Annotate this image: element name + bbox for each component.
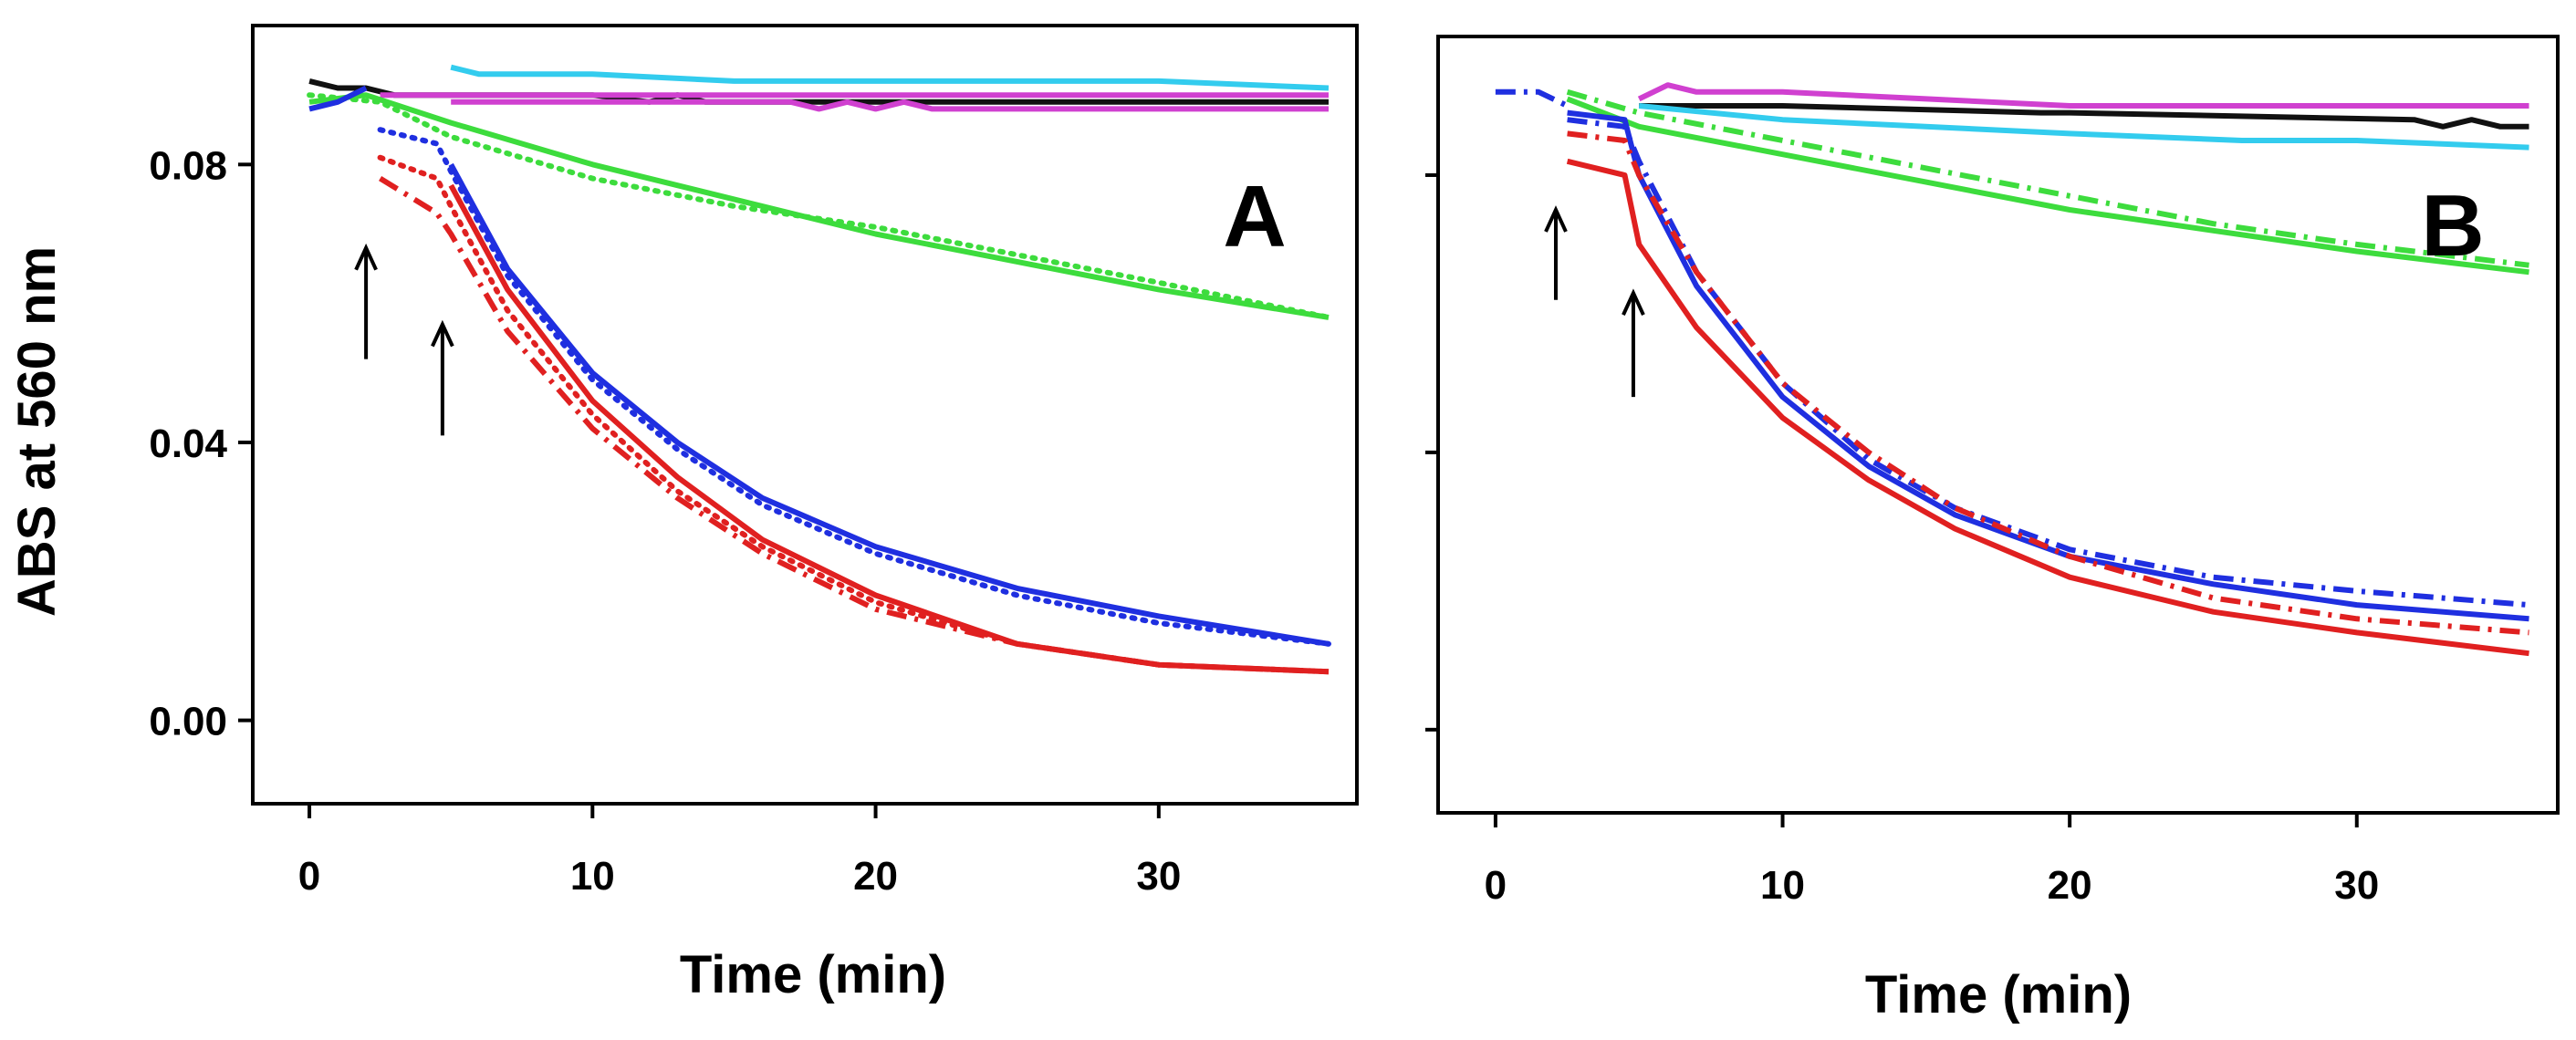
panel-a-x-tick-label: 30 bbox=[1136, 854, 1181, 899]
panel-a-x-tick-label: 20 bbox=[853, 854, 898, 899]
panel-a-letter: A bbox=[1223, 168, 1286, 265]
panel-a-series-green-dotted bbox=[307, 92, 1331, 320]
panel-a-series-cyan-solid bbox=[450, 64, 1330, 91]
panel-a-x-tick-label: 10 bbox=[570, 854, 615, 899]
panel-a-arrows bbox=[354, 243, 454, 436]
panel-a-series-red-solid bbox=[448, 183, 1330, 675]
panel-a-x-tick-label: 0 bbox=[298, 854, 320, 899]
panel-b-x-axis-title: Time (min) bbox=[1865, 965, 2132, 1024]
panel-b-arrows bbox=[1544, 205, 1645, 398]
panel-a: 0 10 20 30 0.08 0.04 0.00 A Time (min) ABS at … bbox=[7, 24, 1359, 1004]
panel-b-series-green-solid bbox=[1566, 96, 2529, 276]
panel-a-series-blue-dotted bbox=[377, 127, 1331, 647]
panel-b-arrow-2 bbox=[1622, 288, 1645, 398]
panel-a-series-red-dotted bbox=[377, 154, 1331, 675]
panel-a-arrow-1 bbox=[354, 243, 378, 359]
panel-b-series-magenta-solid bbox=[1637, 82, 2529, 109]
panel-a-y-tick-label: 0.08 bbox=[149, 143, 227, 188]
panel-a-y-tick-label: 0.04 bbox=[149, 421, 227, 466]
panel-a-series-red-dashdot bbox=[379, 176, 1330, 675]
panel-b-ticks: 0 10 20 30 bbox=[1425, 172, 2379, 908]
panel-a-series-green-solid bbox=[308, 92, 1330, 320]
panel-b-series-blue-pre bbox=[1495, 88, 1569, 109]
panel-b-series-blue-dashdot bbox=[1567, 117, 2529, 608]
panel-b-series-cyan-solid bbox=[1638, 103, 2529, 151]
panel-b-x-tick-label: 10 bbox=[1760, 863, 1805, 908]
panel-a-series-blue-solid bbox=[448, 162, 1330, 647]
panel-b-series-red-solid bbox=[1566, 158, 2529, 657]
panel-a-frame bbox=[251, 24, 1359, 806]
panel-a-y-tick-label: 0.00 bbox=[149, 700, 227, 744]
panel-b-series-red-dashdot bbox=[1567, 130, 2529, 636]
panel-b: 0 10 20 30 B Time (min) bbox=[1425, 35, 2560, 1024]
panel-b-x-tick-label: 0 bbox=[1485, 863, 1507, 908]
y-axis-title: ABS at 560 nm bbox=[7, 246, 67, 617]
panel-b-series bbox=[1495, 82, 2529, 657]
panel-a-series-blue-pre bbox=[308, 85, 368, 112]
panel-b-x-tick-label: 30 bbox=[2334, 863, 2379, 908]
panel-b-letter: B bbox=[2421, 177, 2484, 275]
panel-b-series-green-dashdot bbox=[1566, 88, 2529, 268]
panel-b-x-tick-label: 20 bbox=[2048, 863, 2092, 908]
panel-b-arrow-1 bbox=[1544, 205, 1568, 300]
panel-a-series bbox=[307, 64, 1331, 675]
panel-a-arrow-2 bbox=[431, 319, 454, 436]
panel-a-x-axis-title: Time (min) bbox=[680, 945, 946, 1004]
panel-b-frame bbox=[1436, 35, 2560, 815]
panel-a-series-magenta-solid-2 bbox=[451, 99, 1329, 112]
panel-b-series-black-solid bbox=[1639, 103, 2529, 130]
panel-a-ticks: 0 10 20 30 0.08 0.04 0.00 bbox=[149, 143, 1181, 899]
